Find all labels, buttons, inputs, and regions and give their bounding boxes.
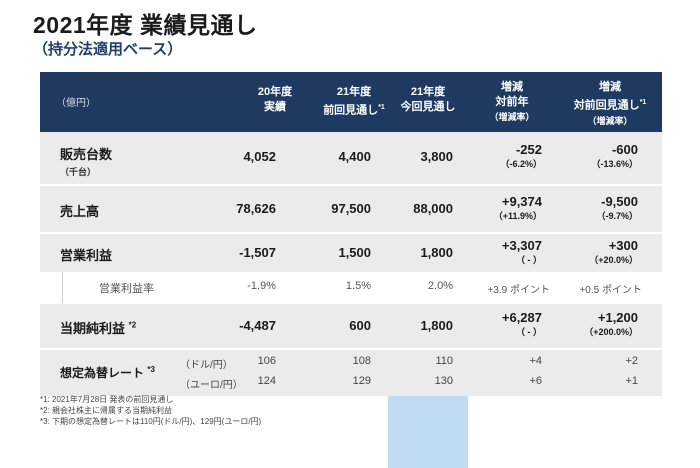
cell-change-prev: -600 （-13.6%） <box>591 142 638 169</box>
footnotes: *1: 2021年7月28日 発表の前回見通し *2: 親会社株主に帰属する当期… <box>40 394 261 427</box>
header-fy21-current: 21年度 今回見通し <box>400 86 456 113</box>
unit-label: （億円） <box>56 98 96 109</box>
eur-change-prev: +1 <box>625 375 638 387</box>
table-row-operating-income: 営業利益 -1,507 1,500 1,800 +3,307 （ - ） +300… <box>40 234 662 272</box>
table-row-net-income: 当期純利益 *2 -4,487 600 1,800 +6,287 （ - ） +1… <box>40 304 662 350</box>
header-change-vs-previous: 増減 対前回見通し*1 （増減率） <box>573 81 647 126</box>
table-row-sales-volume: 販売台数 （千台） 4,052 4,400 3,800 -252 （-6.2%） -… <box>40 132 662 186</box>
eur-fy20: 124 <box>257 375 276 387</box>
page-subtitle: （持分法適用ベース） <box>33 41 183 58</box>
cell-fy21-prev: 97,500 <box>331 201 371 216</box>
header-fy20-actual: 20年度 実績 <box>257 86 293 113</box>
cell-fy21-prev: 1.5% <box>345 280 371 292</box>
forecast-table: （億円） 20年度 実績 21年度 前回見通し*1 21年度 今回見通し 増減 対前年（… <box>40 72 662 468</box>
cell-fy20: -1.9% <box>247 280 276 292</box>
row-label: 売上高 <box>60 204 100 219</box>
cell-change-prev: +0.5 ポイント <box>579 285 642 296</box>
cell-change-prev: -9,500 （-9.7%） <box>596 194 638 221</box>
cell-change-prev: +1,200 （+200.0%） <box>584 310 638 337</box>
header-change-yoy: 増減 対前年 （増減率） <box>489 81 535 122</box>
row-label: 営業利益率 <box>99 283 154 295</box>
cell-fy20: 78,626 <box>236 201 276 216</box>
cell-fy21-current: 3,800 <box>420 149 453 164</box>
cell-change-yoy: +3.9 ポイント <box>487 285 550 296</box>
eur-fy21-prev: 129 <box>352 375 371 387</box>
row-label: 営業利益 <box>60 248 113 263</box>
header-fy21-previous: 21年度 前回見通し*1 <box>323 86 385 117</box>
table-header: （億円） 20年度 実績 21年度 前回見通し*1 21年度 今回見通し 増減 対前年（… <box>40 72 662 132</box>
cell-fy21-current: 1,800 <box>420 318 453 333</box>
usd-unit: （ドル/円） <box>180 360 233 371</box>
cell-change-yoy: +6,287 （ - ） <box>501 310 542 337</box>
table-row-exchange-rates: 想定為替レート *3 （ドル/円） （ユーロ/円） 106 124 108 12… <box>40 350 662 396</box>
usd-fy20: 106 <box>257 355 276 367</box>
footnote-2: *2: 親会社株主に帰属する当期純利益 <box>40 406 173 415</box>
table-row-net-sales: 売上高 78,626 97,500 88,000 +9,374 （+11.9%） … <box>40 186 662 234</box>
cell-fy21-current: 2.0% <box>427 280 453 292</box>
eur-unit: （ユーロ/円） <box>180 380 243 391</box>
footnote-1: *1: 2021年7月28日 発表の前回見通し <box>40 395 174 404</box>
cell-fy20: -4,487 <box>239 318 276 333</box>
cell-fy21-current: 88,000 <box>413 201 453 216</box>
cell-fy21-prev: 4,400 <box>338 149 371 164</box>
row-label: 当期純利益 *2 <box>60 320 137 336</box>
footnote-3: *3: 下期の想定為替レートは110円(ドル/円)、129円(ユーロ/円) <box>40 417 262 426</box>
cell-fy21-current: 1,800 <box>420 245 453 260</box>
cell-fy21-prev: 1,500 <box>338 245 371 260</box>
eur-fy21-current: 130 <box>434 375 453 387</box>
page-title: 2021年度 業績見通し <box>33 12 258 38</box>
eur-change-yoy: +6 <box>529 375 542 387</box>
cell-change-yoy: +9,374 （+11.9%） <box>493 194 542 221</box>
cell-fy20: -1,507 <box>239 245 276 260</box>
cell-change-prev: +300 （+20.0%） <box>589 238 638 265</box>
row-label: 想定為替レート *3 <box>60 365 155 380</box>
usd-fy21-current: 110 <box>435 355 453 367</box>
usd-change-yoy: +4 <box>529 355 542 367</box>
usd-change-prev: +2 <box>625 355 638 367</box>
cell-change-yoy: -252 （-6.2%） <box>500 142 542 169</box>
table-row-operating-margin: 営業利益率 -1.9% 1.5% 2.0% +3.9 ポイント +0.5 ポイン… <box>62 272 662 304</box>
usd-fy21-prev: 108 <box>352 355 371 367</box>
cell-fy20: 4,052 <box>243 149 276 164</box>
cell-change-yoy: +3,307 （ - ） <box>501 238 542 265</box>
row-label: 販売台数 （千台） <box>60 147 113 177</box>
cell-fy21-prev: 600 <box>349 318 371 333</box>
